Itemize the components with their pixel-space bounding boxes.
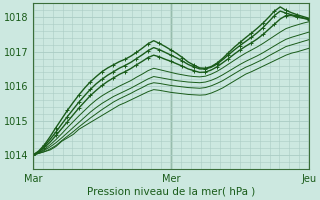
X-axis label: Pression niveau de la mer( hPa ): Pression niveau de la mer( hPa ) xyxy=(87,187,255,197)
